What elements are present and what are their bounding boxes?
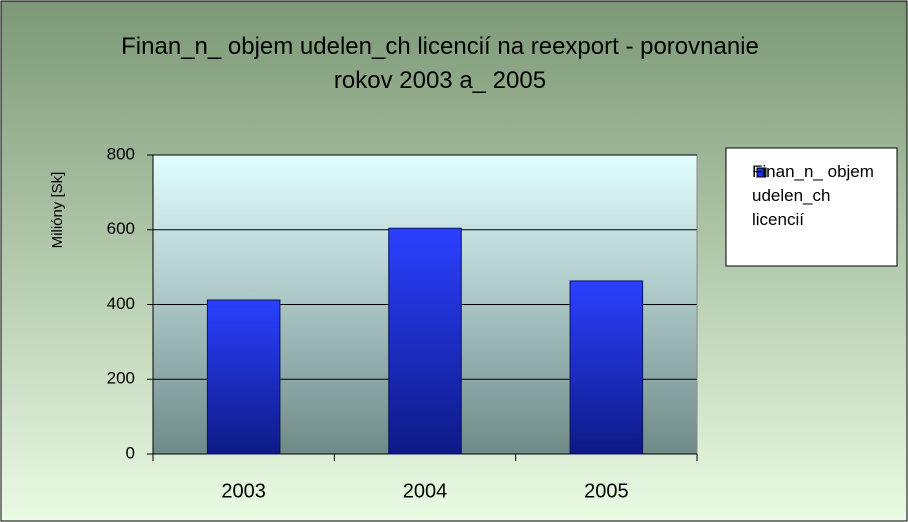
x-tick-label: 2003 bbox=[221, 480, 266, 502]
legend-box bbox=[725, 147, 898, 267]
y-tick-label: 400 bbox=[107, 294, 135, 313]
y-axis-label: Milióny [Sk] bbox=[49, 172, 66, 249]
legend-label: Finan_n_ objem udelen_ch licencií bbox=[752, 162, 874, 229]
y-tick-label: 800 bbox=[107, 144, 135, 163]
x-tick-label: 2004 bbox=[403, 480, 448, 502]
chart-title: Finan_n_ objem udelen_ch licencií na ree… bbox=[121, 33, 759, 94]
bar bbox=[388, 227, 462, 455]
y-tick-label: 200 bbox=[107, 369, 135, 388]
legend-swatch bbox=[756, 167, 767, 178]
y-tick-label: 0 bbox=[126, 443, 135, 462]
bar bbox=[206, 299, 281, 455]
y-tick-label: 600 bbox=[107, 219, 135, 238]
bar bbox=[569, 280, 644, 455]
x-tick-label: 2005 bbox=[584, 480, 629, 502]
